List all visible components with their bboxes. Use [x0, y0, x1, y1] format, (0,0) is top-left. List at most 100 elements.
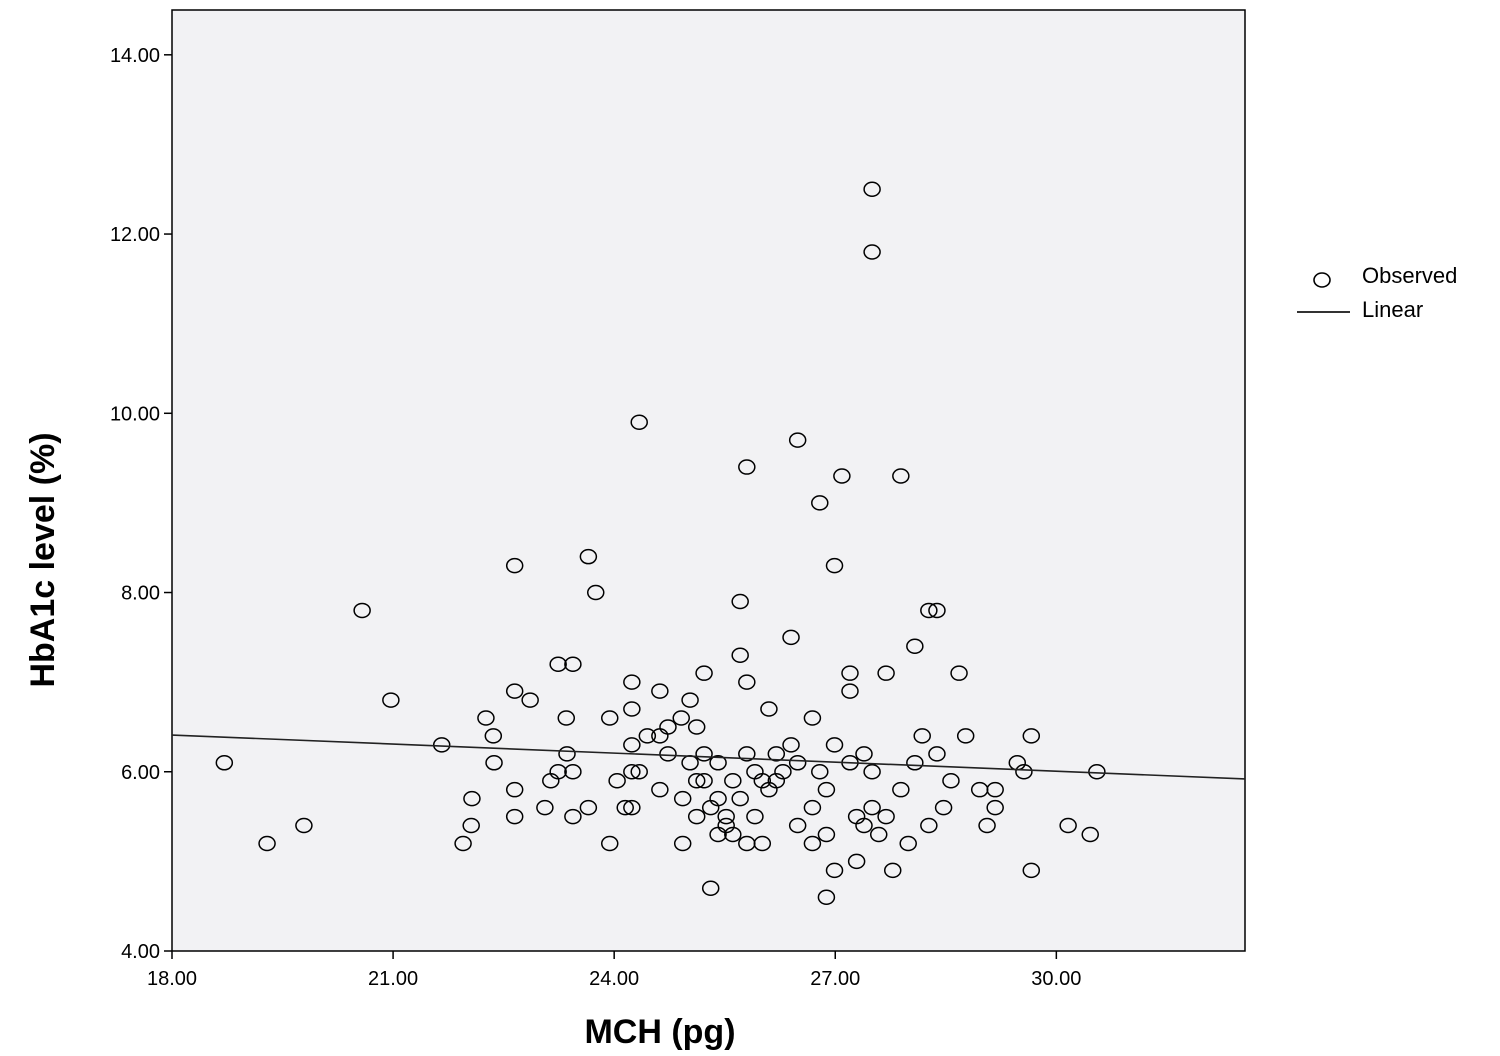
observed-point [825, 862, 844, 879]
observed-point [928, 602, 946, 619]
observed-point [1022, 862, 1041, 879]
observed-point [863, 764, 881, 780]
observed-point [630, 764, 648, 780]
observed-point [825, 737, 844, 753]
observed-point [623, 737, 641, 753]
y-tick-label: 6.00 [121, 762, 160, 784]
observed-point [928, 746, 946, 762]
observed-point [623, 764, 641, 780]
observed-point [630, 414, 648, 430]
observed-point [986, 781, 1004, 798]
observed-point [600, 835, 619, 852]
observed-point [782, 737, 800, 753]
observed-point [672, 710, 690, 726]
observed-point [767, 746, 786, 762]
observed-point [586, 584, 605, 601]
observed-point [557, 710, 576, 726]
observed-point [863, 244, 881, 260]
observed-point [746, 808, 764, 825]
observed-point [623, 701, 641, 717]
observed-point [906, 755, 924, 771]
observed-point [536, 799, 554, 816]
x-tick-label: 30.00 [1031, 968, 1081, 990]
x-tick-label: 18.00 [147, 968, 197, 990]
observed-point [1081, 826, 1099, 843]
observed-point [767, 772, 786, 789]
y-tick-label: 14.00 [110, 45, 160, 67]
legend: Observed Linear [1297, 263, 1457, 322]
observed-point [803, 835, 822, 852]
observed-point [579, 548, 598, 565]
observed-point [295, 817, 313, 834]
linear-fit-line [171, 734, 1246, 780]
observed-point [651, 683, 669, 699]
observed-point [701, 880, 720, 897]
observed-point [892, 468, 910, 484]
x-tick-label: 24.00 [589, 968, 639, 990]
observed-point [681, 692, 699, 708]
observed-point [731, 790, 749, 807]
observed-point [738, 746, 756, 762]
observed-point [695, 746, 713, 762]
observed-point [638, 728, 657, 744]
observed-point [731, 647, 749, 664]
observed-point [382, 692, 400, 708]
observed-point [695, 772, 713, 789]
observed-point [1022, 728, 1041, 744]
observed-point [659, 719, 677, 735]
x-tick-label: 27.00 [810, 968, 860, 990]
observed-point [841, 683, 859, 699]
observed-point [454, 835, 472, 852]
observed-point [564, 656, 582, 672]
observed-point [920, 817, 938, 834]
observed-point [724, 772, 742, 789]
observed-point [505, 808, 524, 825]
observed-point [738, 674, 756, 690]
observed-point [485, 755, 503, 771]
observed-point [564, 808, 582, 825]
observed-point [788, 755, 807, 771]
x-tick-label: 21.00 [368, 968, 418, 990]
observed-point [549, 656, 567, 672]
observed-point [579, 799, 598, 816]
observed-point [817, 889, 836, 905]
observed-point [463, 790, 481, 807]
observed-point [934, 799, 953, 816]
legend-observed-marker [1313, 272, 1331, 288]
observed-point [978, 817, 996, 834]
observed-point [817, 781, 836, 798]
observed-point [782, 629, 800, 646]
plot-area [171, 9, 1246, 952]
observed-point [724, 826, 742, 843]
y-tick-label: 12.00 [110, 224, 160, 246]
observed-point [847, 853, 866, 870]
observed-point [484, 728, 503, 744]
observed-point [687, 772, 706, 789]
observed-point [817, 826, 836, 843]
observed-point [877, 665, 895, 681]
observed-point [869, 826, 888, 843]
observed-point [717, 808, 735, 825]
observed-point [825, 557, 844, 574]
observed-point [986, 799, 1004, 816]
observed-point [863, 799, 881, 816]
observed-point [731, 593, 749, 610]
y-tick-label: 8.00 [121, 583, 160, 605]
observed-point [760, 701, 778, 717]
observed-point [709, 790, 727, 807]
observed-point [505, 557, 524, 574]
observed-point [788, 432, 807, 448]
observed-point [899, 835, 917, 852]
observed-point [659, 746, 677, 762]
observed-point [950, 665, 968, 681]
observed-point [600, 710, 619, 726]
observed-point [906, 638, 924, 655]
observed-point [803, 710, 822, 726]
observed-point [564, 764, 582, 780]
observed-point [877, 808, 895, 825]
observed-point [942, 772, 960, 789]
observed-point [883, 862, 902, 879]
observed-point [432, 737, 451, 753]
observed-point [855, 817, 873, 834]
